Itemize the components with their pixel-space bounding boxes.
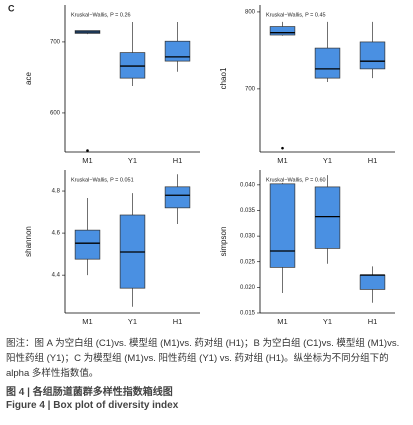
box <box>164 40 191 62</box>
figure-title-zh: 图 4 | 各组肠道菌群多样性指数箱线图 <box>6 387 173 398</box>
charts: C ace Kruskal−Wallis, P = 0.26 600 700 M1 Y1 H… <box>8 3 395 326</box>
x-tick-label: M1 <box>82 317 92 326</box>
x-tick-label: H1 <box>173 156 183 165</box>
box <box>269 26 296 36</box>
y-tick-label: 700 <box>245 86 256 92</box>
y-tick-label: 4.8 <box>52 189 61 195</box>
y-tick-label: 0.015 <box>240 311 256 317</box>
y-tick-label: 0.030 <box>240 234 256 240</box>
y-axis-label: shannon <box>24 226 33 257</box>
panel-label: C <box>8 3 15 13</box>
x-tick-label: Y1 <box>128 317 137 326</box>
y-axis-label: chao1 <box>219 67 228 89</box>
box <box>314 186 341 249</box>
y-tick-label: 4.6 <box>52 231 61 237</box>
y-tick-label: 4.4 <box>52 273 61 279</box>
box <box>359 274 386 290</box>
y-tick-label: 0.040 <box>240 182 256 188</box>
x-tick-label: M1 <box>82 156 92 165</box>
x-tick-label: Y1 <box>323 156 332 165</box>
y-tick-label: 800 <box>245 10 256 16</box>
x-tick-label: H1 <box>368 156 378 165</box>
box <box>74 229 101 260</box>
x-tick-label: Y1 <box>323 317 332 326</box>
annotation: Kruskal−Wallis, P = 0.60 <box>266 177 326 183</box>
x-tick-label: Y1 <box>128 156 137 165</box>
annotation: Kruskal−Wallis, P = 0.45 <box>266 12 326 18</box>
y-axis-label: simpson <box>219 227 228 257</box>
box <box>164 186 191 209</box>
caption: 图注：图 A 为空白组 (C1)vs. 模型组 (M1)vs. 药对组 (H1)… <box>6 336 406 381</box>
outlier <box>86 149 89 152</box>
x-tick-label: M1 <box>277 156 287 165</box>
caption-line: 图注：图 A 为空白组 (C1)vs. 模型组 (M1)vs. 药对组 (H1)… <box>6 338 400 364</box>
y-tick-label: 0.025 <box>240 259 256 265</box>
y-tick-label: 0.020 <box>240 285 256 291</box>
x-tick-label: M1 <box>277 317 287 326</box>
caption-line: vs. 药对组 (H1)。纵坐标为不同分组下的 alpha 多样性指数值。 <box>6 353 389 379</box>
y-tick-label: 0.035 <box>240 208 256 214</box>
annotation: Kruskal−Wallis, P = 0.051 <box>71 177 134 183</box>
figure-title-en: Figure 4 | Box plot of diversity index <box>6 400 179 411</box>
box <box>359 41 386 70</box>
x-tick-label: H1 <box>368 317 378 326</box>
box <box>269 183 296 268</box>
y-tick-label: 700 <box>50 40 61 46</box>
x-tick-label: H1 <box>173 317 183 326</box>
annotation: Kruskal−Wallis, P = 0.26 <box>71 12 131 18</box>
box <box>314 47 341 79</box>
outlier <box>281 146 284 150</box>
y-tick-label: 600 <box>50 111 61 117</box>
box <box>119 52 146 79</box>
y-axis-label: ace <box>24 72 33 85</box>
